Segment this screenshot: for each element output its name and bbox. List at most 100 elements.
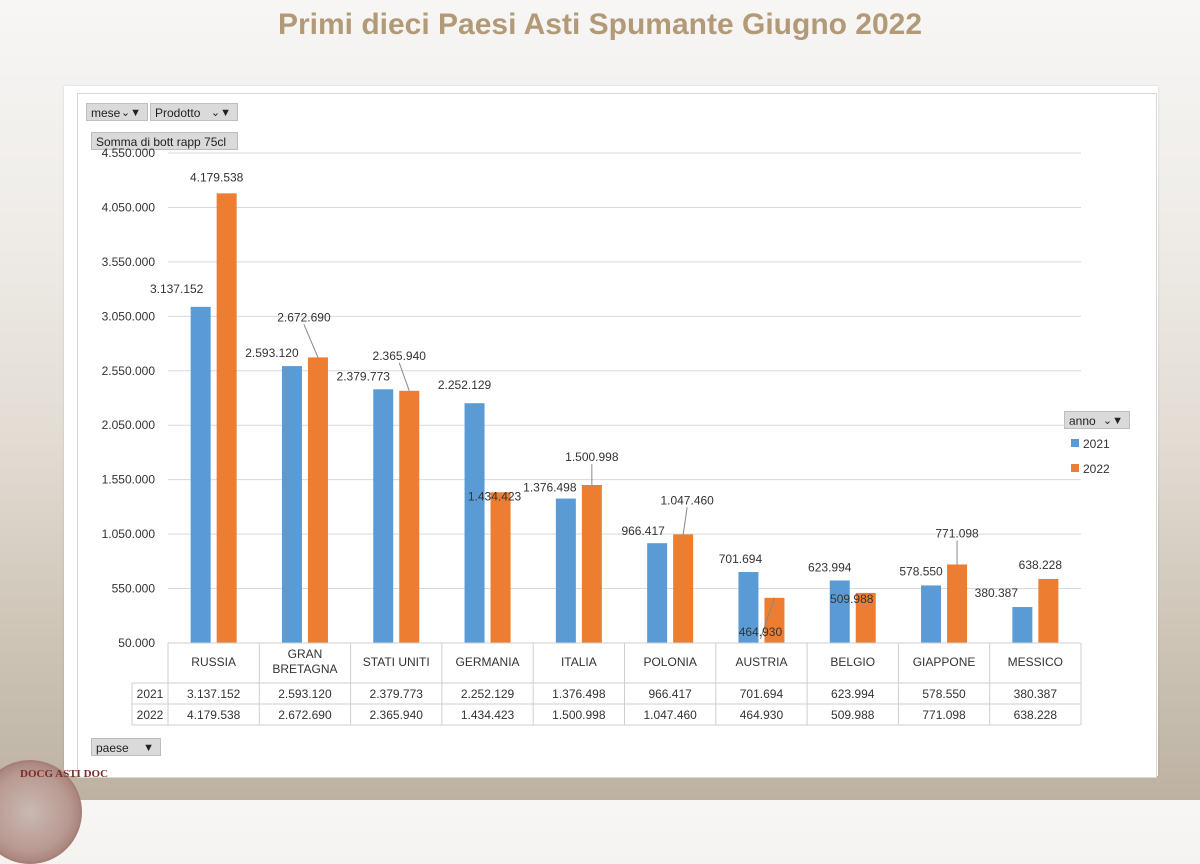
bar-2022 — [581, 485, 602, 643]
bar-2022 — [764, 597, 785, 643]
data-label-2022: 1.047.460 — [660, 493, 714, 507]
chart-panel: mese ⌄▼ Prodotto ⌄▼ Somma di bott rapp 7… — [64, 86, 1158, 778]
bar-2022 — [399, 390, 420, 643]
y-tick-label: 2.050.000 — [102, 418, 156, 432]
category-label: GERMANIA — [456, 655, 520, 669]
category-label: STATI UNITI — [363, 655, 430, 669]
leader-line — [682, 507, 688, 535]
data-label-2021: 623.994 — [808, 560, 852, 574]
data-label-2021: 2.379.773 — [337, 369, 391, 383]
category-label: POLONIA — [643, 655, 696, 669]
filter-icon: ⌄▼ — [210, 107, 231, 119]
table-cell-2021: 2.379.773 — [370, 687, 424, 701]
table-cell-2021: 578.550 — [922, 687, 966, 701]
y-tick-label: 50.000 — [118, 636, 155, 650]
data-label-2022: 1.434.423 — [468, 489, 522, 503]
bar-2021 — [738, 572, 759, 643]
y-tick-label: 3.050.000 — [102, 309, 156, 323]
y-tick-label: 2.550.000 — [102, 364, 156, 378]
y-tick-label: 550.000 — [112, 582, 156, 596]
data-label-2022: 509.988 — [830, 592, 874, 606]
page-title: Primi dieci Paesi Asti Spumante Giugno 2… — [277, 8, 923, 41]
bar-2021 — [829, 580, 850, 643]
table-cell-2021: 3.137.152 — [187, 687, 241, 701]
filter-label-anno: anno — [1069, 414, 1096, 428]
bar-2021 — [647, 543, 668, 643]
category-label: GIAPPONE — [913, 655, 976, 669]
table-cell-2022: 464.930 — [740, 708, 784, 722]
table-row-header-2022: 2022 — [137, 708, 164, 722]
table-cell-2021: 2.593.120 — [278, 687, 332, 701]
table-cell-2021: 623.994 — [831, 687, 875, 701]
table-cell-2022: 1.047.460 — [643, 708, 697, 722]
table-cell-2022: 771.098 — [922, 708, 966, 722]
table-cell-2022: 1.434.423 — [461, 708, 515, 722]
table-cell-2021: 380.387 — [1014, 687, 1058, 701]
filter-label-mese: mese — [91, 106, 121, 120]
data-label-2021: 3.137.152 — [150, 282, 204, 296]
filter-button-anno[interactable]: anno ⌄▼ — [1064, 411, 1130, 429]
value-field-button[interactable]: Somma di bott rapp 75cl — [91, 132, 238, 150]
category-label: GRAN BRETAGNA — [272, 647, 337, 676]
legend-swatch-2021 — [1071, 439, 1079, 447]
table-cell-2021: 966.417 — [648, 687, 692, 701]
bar-2022 — [1038, 578, 1059, 643]
bar-2022 — [307, 357, 328, 643]
filter-icon: ⌄▼ — [1102, 415, 1123, 427]
table-cell-2021: 701.694 — [740, 687, 784, 701]
filter-button-paese[interactable]: paese ▼ — [91, 738, 161, 756]
bar-2021 — [555, 498, 576, 643]
y-tick-label: 1.050.000 — [102, 527, 156, 541]
table-row-header-2021: 2021 — [137, 687, 164, 701]
data-label-2022: 771.098 — [935, 526, 979, 540]
category-label: ITALIA — [561, 655, 597, 669]
bar-2022 — [490, 492, 511, 643]
data-label-2022: 2.672.690 — [277, 310, 331, 324]
logo-text: DOCG ASTI DOC — [20, 768, 109, 780]
data-label-2022: 4.179.538 — [190, 170, 244, 184]
y-tick-label: 4.050.000 — [102, 200, 156, 214]
data-label-2022: 2.365.940 — [373, 349, 427, 363]
data-label-2022: 464.930 — [739, 625, 783, 639]
bar-2022 — [855, 592, 876, 643]
table-cell-2022: 509.988 — [831, 708, 875, 722]
table-cell-2022: 1.500.998 — [552, 708, 606, 722]
bar-2021 — [921, 585, 942, 643]
legend-label-2022: 2022 — [1083, 462, 1110, 476]
data-label-2021: 1.376.498 — [523, 481, 577, 495]
value-field-label: Somma di bott rapp 75cl — [96, 135, 227, 149]
filter-button-prodotto[interactable]: Prodotto ⌄▼ — [150, 103, 238, 121]
bar-2021 — [1012, 607, 1033, 643]
table-cell-2021: 2.252.129 — [461, 687, 515, 701]
category-label: AUSTRIA — [735, 655, 787, 669]
filter-icon: ⌄▼ — [120, 107, 141, 119]
legend-label-2021: 2021 — [1083, 437, 1110, 451]
bar-2021 — [190, 306, 211, 643]
data-label-2021: 380.387 — [975, 586, 1019, 600]
y-tick-label: 3.550.000 — [102, 255, 156, 269]
bar-2022 — [673, 534, 694, 643]
legend-swatch-2022 — [1071, 464, 1079, 472]
leader-line — [398, 362, 410, 391]
filter-label-paese: paese — [96, 741, 129, 755]
table-cell-2022: 4.179.538 — [187, 708, 241, 722]
bar-chart: 4.550.000 4.050.000 3.550.000 3.050.000 2.55… — [102, 146, 1110, 726]
category-label: RUSSIA — [191, 655, 236, 669]
data-label-2022: 1.500.998 — [565, 450, 619, 464]
category-label: MESSICO — [1008, 655, 1063, 669]
bar-2021 — [281, 366, 302, 643]
y-tick-label: 1.550.000 — [102, 473, 156, 487]
filter-icon: ▼ — [143, 742, 154, 754]
data-label-2021: 701.694 — [719, 552, 763, 566]
bar-2021 — [464, 403, 485, 643]
data-label-2021: 2.252.129 — [438, 378, 492, 392]
leader-line — [759, 597, 775, 639]
data-label-2021: 2.593.120 — [245, 346, 299, 360]
filter-button-mese[interactable]: mese ⌄▼ — [86, 103, 148, 121]
data-label-2021: 578.550 — [899, 564, 943, 578]
leader-line — [303, 324, 319, 358]
table-cell-2021: 1.376.498 — [552, 687, 606, 701]
category-label: BELGIO — [830, 655, 875, 669]
logo: DOCG ASTI DOC — [0, 760, 108, 864]
bar-2022 — [947, 564, 968, 643]
